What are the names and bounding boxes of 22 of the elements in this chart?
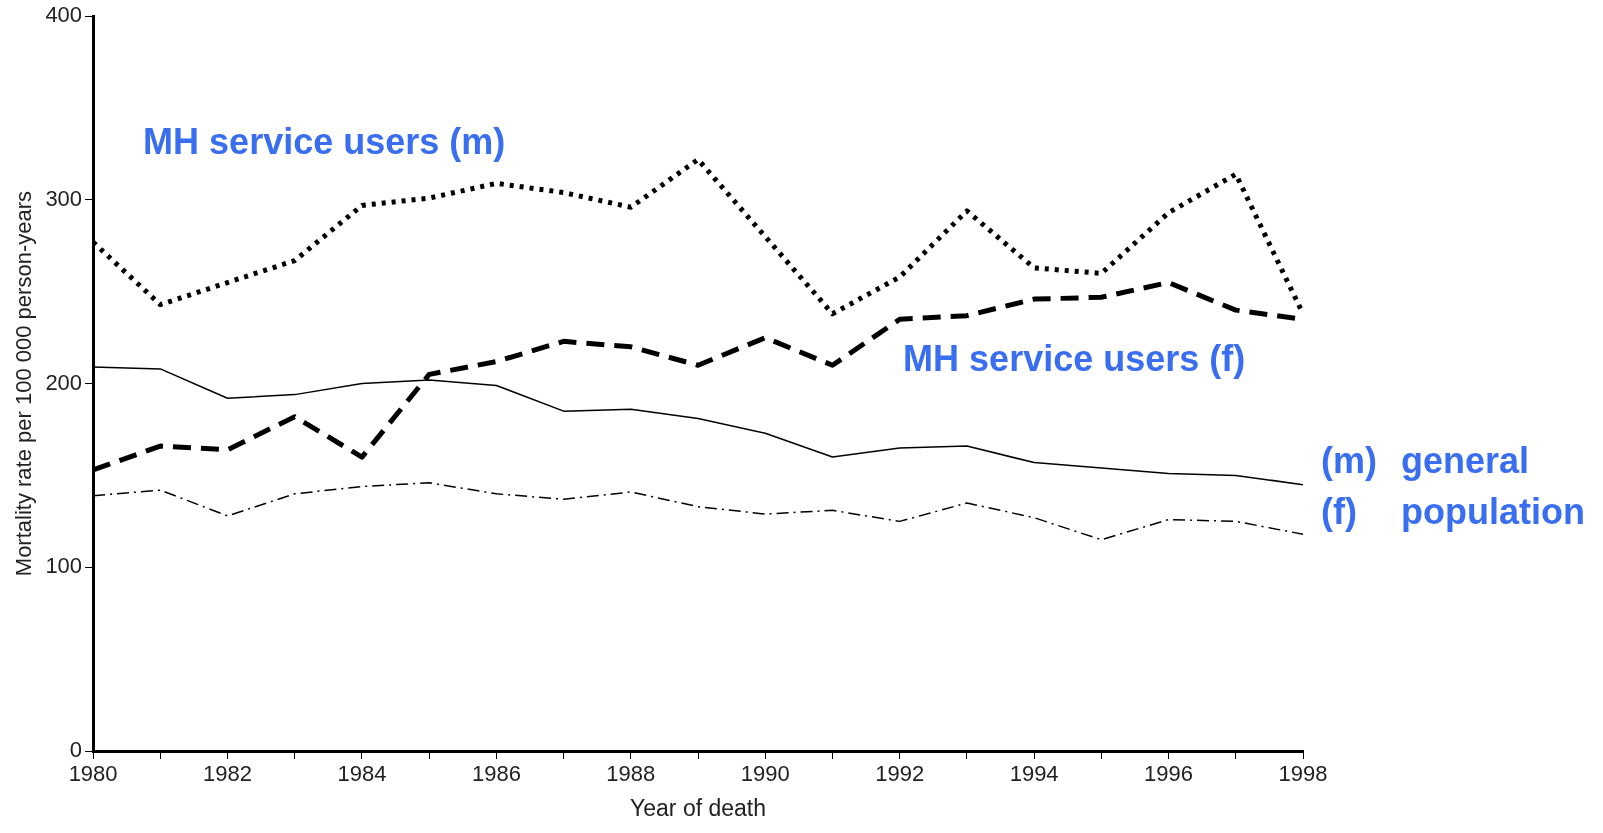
series-label: MH service users (m) [143,121,506,163]
y-tick-label: 300 [45,185,83,211]
x-tick-label: 1986 [471,761,521,787]
y-tick-label: 400 [45,2,83,28]
text: general population [1401,440,1585,533]
series-label: (f) [1321,491,1357,533]
x-tick-label: 1980 [68,761,118,787]
x-tick-label: 1990 [740,761,790,787]
series-label: MH service users (f) [903,338,1246,380]
x-tick-label: 1994 [1009,761,1059,787]
x-tick-label: 1998 [1278,761,1328,787]
x-axis-title: Year of death [630,794,767,821]
x-tick-label: 1996 [1144,761,1194,787]
series-label: (m) [1321,440,1377,482]
y-tick-label: 100 [45,553,83,579]
y-tick-label: 200 [45,369,83,395]
y-axis-title: Mortality rate per 100 000 person-years [11,191,37,577]
x-tick-label: 1984 [337,761,387,787]
x-tick-label: 1992 [875,761,925,787]
y-tick-label: 0 [69,737,83,763]
x-tick-label: 1988 [606,761,656,787]
x-tick-label: 1982 [203,761,253,787]
